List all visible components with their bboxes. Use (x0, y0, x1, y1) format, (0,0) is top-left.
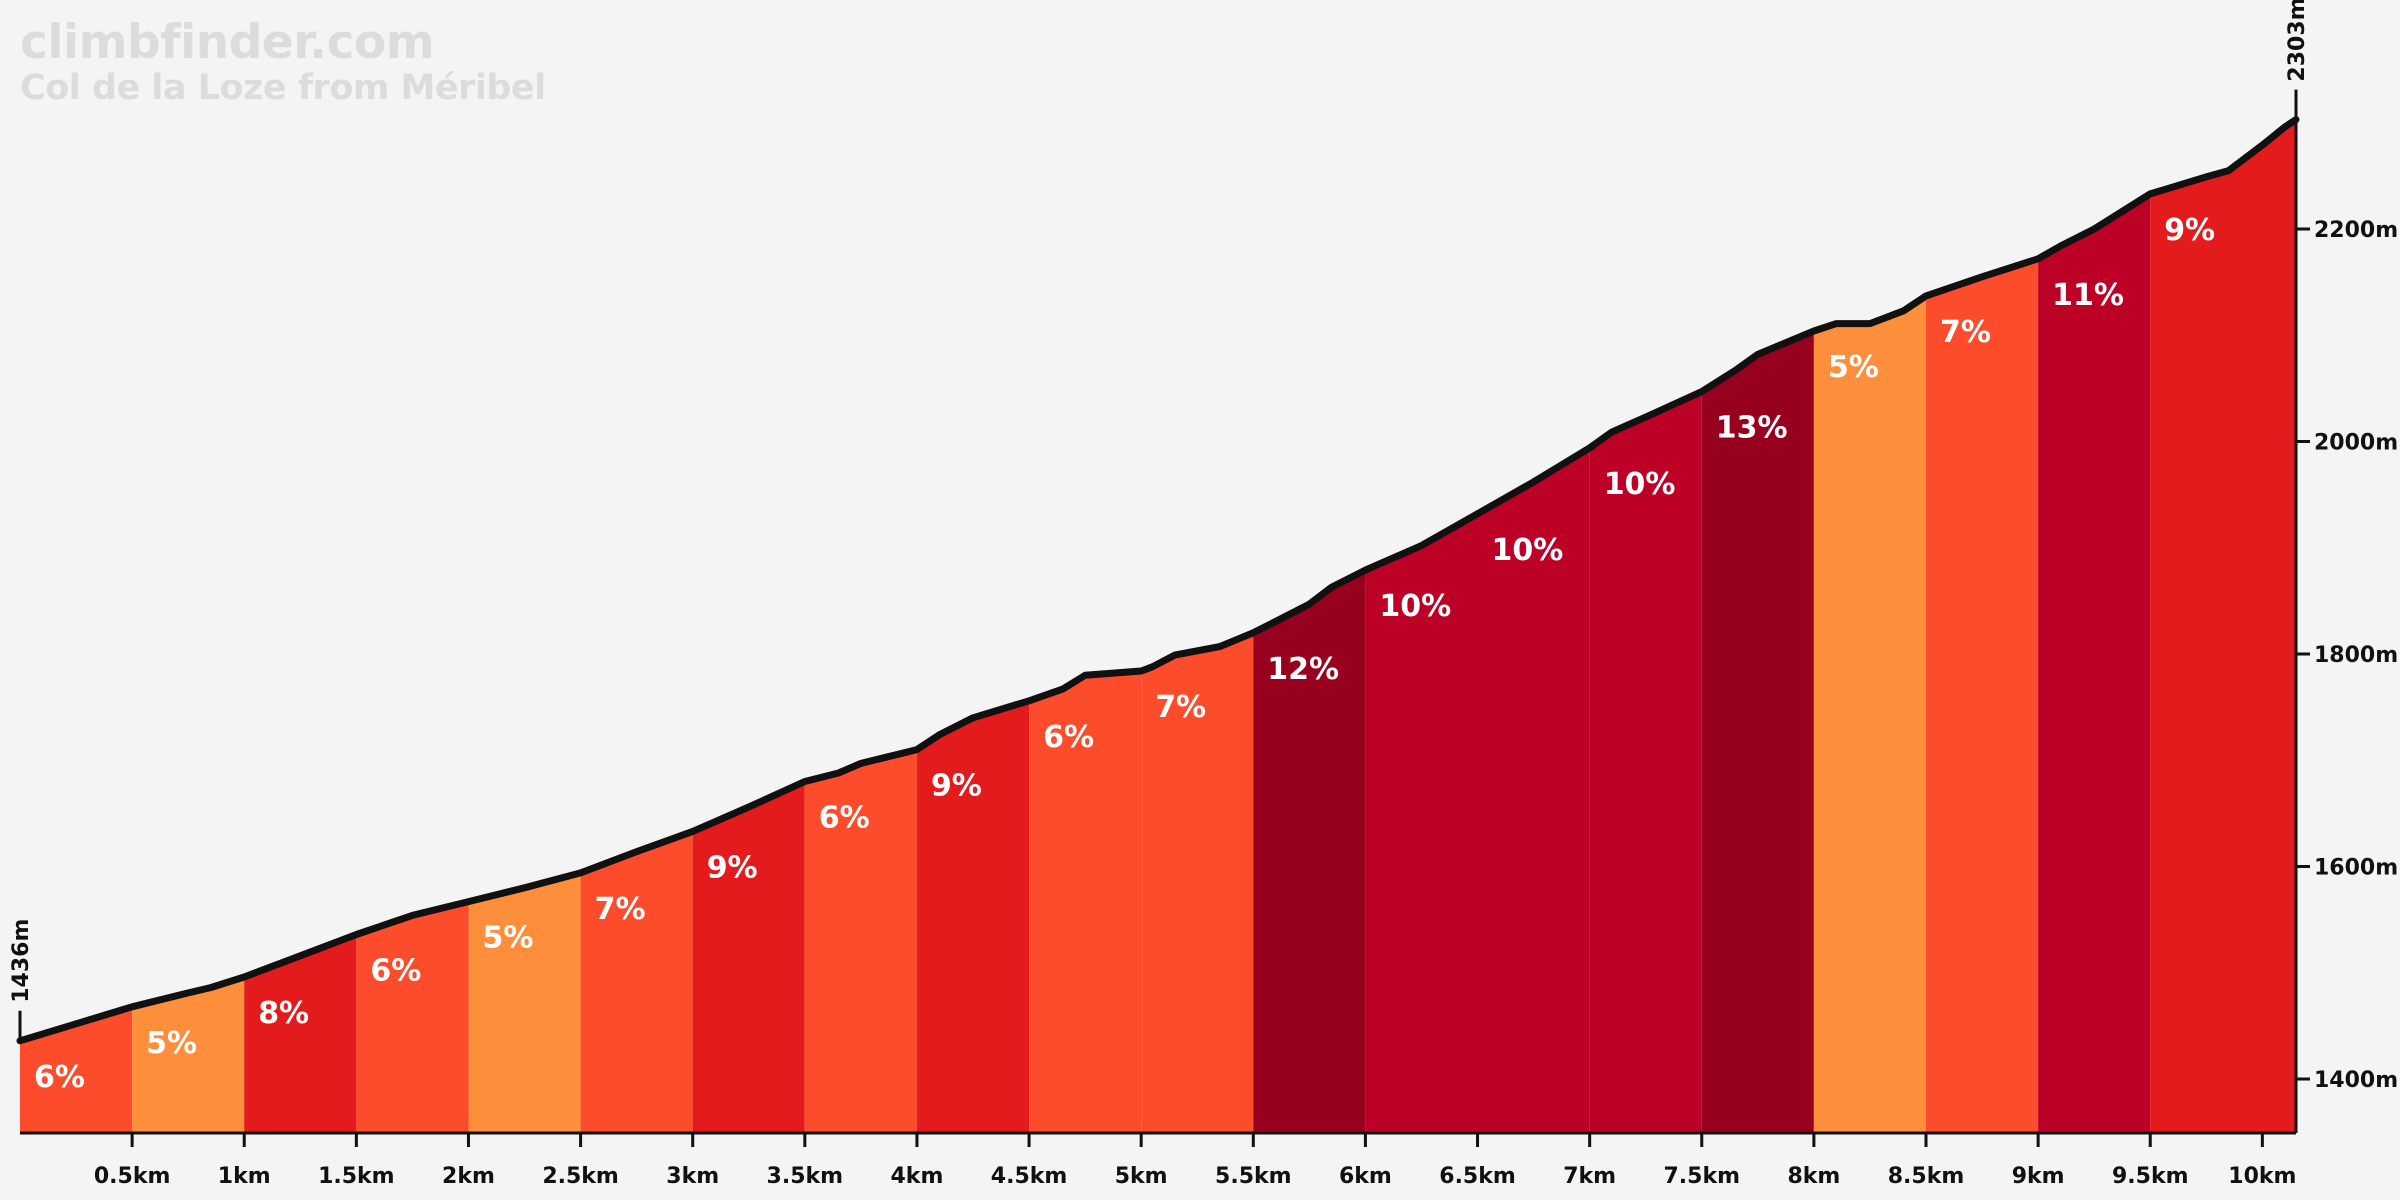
x-tick-label-15: 7.5km (1664, 1164, 1741, 1189)
gradient-label-1: 6% (34, 1060, 85, 1095)
y-tick-label-4: 2000m (2314, 431, 2398, 456)
gradient-label-19: 11% (2052, 278, 2124, 313)
x-tick-label-11: 5.5km (1215, 1164, 1292, 1189)
gradient-segment-1 (20, 1006, 133, 1133)
profile-line-group (16, 116, 2300, 1045)
gradient-label-15: 10% (1604, 467, 1676, 502)
x-tick-label-2: 1km (218, 1164, 271, 1189)
gradient-label-20: 9% (2164, 213, 2215, 248)
gradient-label-2: 5% (146, 1026, 197, 1061)
x-tick-label-16: 8km (1787, 1164, 1840, 1189)
gradient-label-8: 6% (819, 801, 870, 836)
x-tick-label-12: 6km (1339, 1164, 1392, 1189)
gradient-segment-2 (132, 977, 245, 1133)
gradient-label-7: 9% (707, 850, 758, 885)
gradient-label-18: 7% (1940, 315, 1991, 350)
y-tick-label-5: 2200m (2314, 218, 2398, 243)
gradient-label-5: 5% (483, 921, 534, 956)
climb-title: Col de la Loze from Méribel (20, 68, 546, 108)
gradient-label-17: 5% (1828, 350, 1879, 385)
gradient-segment-10 (1029, 671, 1142, 1133)
elevation-profile-line (16, 116, 2300, 1045)
x-tick-label-6: 3km (666, 1164, 719, 1189)
gradient-label-4: 6% (370, 954, 421, 989)
brand-site-name: climbfinder.com (20, 15, 435, 70)
x-tick-label-4: 2km (442, 1164, 495, 1189)
axes: 0.5km 1km 1.5km 2km 2.5km 3km 3.5km 4km 4.5km 5km… (9, 0, 2398, 1189)
gradient-label-10: 6% (1043, 720, 1094, 755)
gradient-label-12: 12% (1267, 652, 1339, 687)
gradient-segment-15 (1589, 391, 1702, 1134)
gradient-label-3: 8% (258, 996, 309, 1031)
gradient-segment-3 (244, 934, 357, 1133)
gradient-label-14: 10% (1492, 533, 1564, 568)
x-tick-label-5: 2.5km (542, 1164, 619, 1189)
brand-block: climbfinder.com Col de la Loze from Méri… (20, 15, 546, 109)
gradient-label-6: 7% (595, 892, 646, 927)
x-tick-label-19: 9.5km (2112, 1164, 2189, 1189)
x-tick-label-9: 4.5km (991, 1164, 1068, 1189)
start-elevation-label: 1436m (9, 919, 34, 1003)
end-elevation-label: 2303m (2285, 0, 2310, 82)
gradient-segment-9 (916, 700, 1030, 1133)
gradient-segment-7 (692, 781, 805, 1133)
gradient-segment-6 (580, 831, 693, 1133)
x-tick-label-17: 8.5km (1888, 1164, 1965, 1189)
gradient-segment-19 (2038, 193, 2151, 1133)
gradient-segment-16 (1701, 331, 1814, 1133)
gradient-segment-5 (468, 872, 581, 1133)
gradient-label-9: 9% (931, 769, 982, 804)
gradient-segment-4 (356, 901, 469, 1133)
gradient-segment-8 (804, 749, 917, 1133)
x-tick-label-14: 7km (1563, 1164, 1616, 1189)
gradient-label-13: 10% (1379, 589, 1451, 624)
y-tick-label-3: 1800m (2314, 643, 2398, 668)
x-tick-label-8: 4km (891, 1164, 944, 1189)
gradient-segment-12 (1253, 570, 1366, 1133)
gradient-labels: 6% 5% 8% 6% 5% 7% 9% 6% 9% 6% 7% 12% 10% 10% 10% 13% 5% 7… (34, 213, 2215, 1095)
gradient-segment-11 (1141, 632, 1254, 1133)
x-tick-label-18: 9km (2012, 1164, 2065, 1189)
y-tick-label-2: 1600m (2314, 856, 2398, 881)
gradient-label-11: 7% (1155, 690, 1206, 725)
x-tick-label-13: 6.5km (1439, 1164, 1516, 1189)
gradient-label-16: 13% (1716, 411, 1788, 446)
x-tick-label-1: 0.5km (94, 1164, 171, 1189)
x-tick-label-7: 3.5km (767, 1164, 844, 1189)
gradient-segment-14 (1477, 447, 1590, 1133)
gradient-segments (20, 119, 2296, 1134)
gradient-segment-20 (2150, 119, 2296, 1134)
x-tick-label-10: 5km (1115, 1164, 1168, 1189)
y-tick-label-1: 1400m (2314, 1068, 2398, 1093)
gradient-segment-18 (1926, 258, 2039, 1133)
gradient-segment-13 (1365, 513, 1478, 1133)
gradient-segment-17 (1813, 295, 1926, 1133)
x-tick-label-20: 10km (2228, 1164, 2296, 1189)
x-tick-label-3: 1.5km (318, 1164, 395, 1189)
